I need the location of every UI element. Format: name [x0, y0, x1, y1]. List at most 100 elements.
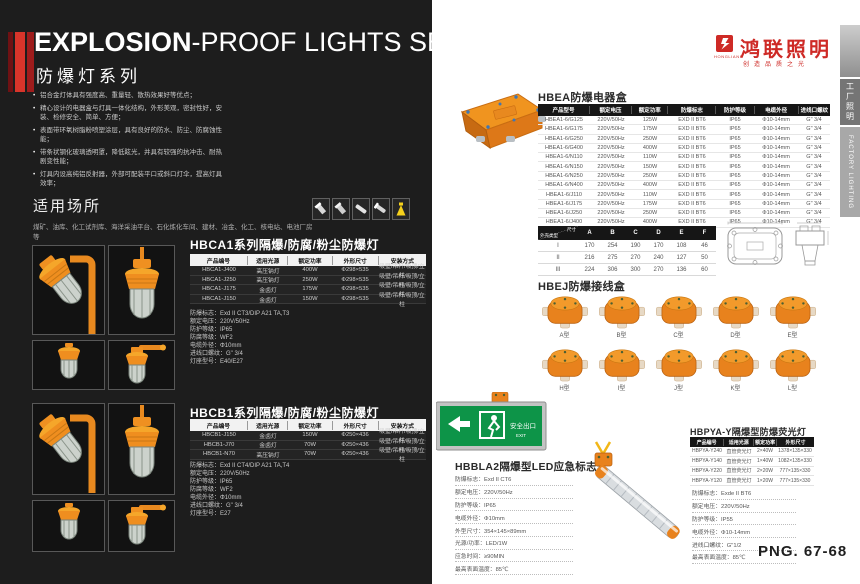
hbca1-photo-small [32, 340, 105, 390]
worklight-icon-1 [312, 198, 330, 220]
spec-line: 防爆标志：Exd II CT6 [455, 473, 573, 486]
hbcb1-table-body: HBCB1-J150 金卤灯 150W Φ250×436 吸壁/吊杆/吸顶/立柱… [190, 429, 426, 464]
cell-voltage: 220V/50Hz [597, 210, 625, 217]
tube-light-icon [352, 198, 370, 220]
hbea-table-header: 产品型号 额定电压 额定功率 防爆标志 防护等级 电缆外径 进线口螺纹 [538, 104, 830, 116]
lamp-small-image [57, 503, 80, 540]
junction-box-grid: A型 B型 C型 [536, 293, 821, 392]
column-header: 额定功率 [631, 106, 667, 114]
brand-logo-icon [716, 35, 733, 52]
cell-cable: Φ10-14mm [762, 145, 790, 152]
spec-line: 额定电压：220V/50Hz [455, 486, 573, 499]
spec-line: 电缆外径：Φ10mm [190, 343, 242, 349]
cell-ip: IP65 [729, 182, 741, 189]
corner-label-type: 外壳类型 [540, 233, 558, 238]
table-row: HBEA1-6/G400 220V/50Hz 400W EXD II BT6 I… [538, 144, 830, 154]
hbca1-specs: 防爆标志：Exd II CT3/DIP A21 TA,T3 额定电压：220V/5… [190, 310, 289, 366]
cell-thread: G" 3/4 [806, 145, 822, 152]
cell-mount: 吸壁/吊杆/吸顶/立柱 [379, 293, 425, 309]
cell-ip: IP65 [729, 145, 741, 152]
cell-cable: Φ10-14mm [762, 219, 790, 226]
cell-voltage: 220V/50Hz [597, 154, 625, 161]
table-row: II 216 275 270 240 127 50 [538, 252, 716, 264]
cell-exmark: EXD II BT6 [678, 135, 706, 142]
red-stripe [15, 32, 25, 92]
column-header: 适用光源 [723, 438, 753, 446]
hbca1-table-header: 产品编号 适用光源 额定功率 外形尺寸 安装方式 [190, 254, 426, 266]
cell-exmark: EXD II BT6 [678, 145, 706, 152]
cell-power: 175W [302, 286, 318, 293]
cell-model: HBCB1-J70 [203, 441, 235, 448]
column-header: F [702, 230, 707, 236]
spec-line: 最高表面温度：85℃ [455, 562, 573, 576]
cell-thread: G" 3/4 [806, 191, 822, 198]
beam-light-icon [392, 198, 410, 220]
left-panel: EXPLOSION-PROOF LIGHTS SERIES 防爆灯系列 铝合金灯… [0, 0, 432, 584]
spec-line: 电缆外径：Φ10-14mm [692, 525, 796, 539]
cell-shell-type: III [555, 266, 561, 273]
cell-size: 1378×135×330 [778, 448, 812, 455]
page-subtitle-cn: 防爆灯系列 [36, 67, 141, 86]
table-row: HBEA1-6/N400 220V/50Hz 400W EXD II BT6 I… [538, 181, 830, 191]
sidebar-tab-en[interactable]: FACTORY LIGHTING [840, 127, 860, 217]
cell-model: HBEA1-6/N110 [545, 154, 583, 161]
cell-source: 金卤灯 [259, 433, 277, 440]
feature-item: 灯具内设高纯铝反射器，外部可配装平口或斜口灯伞，提高灯具效率； [33, 170, 225, 189]
cell-mount: 吸壁/吊杆/吸顶/立柱 [379, 448, 425, 464]
column-header: 安装方式 [377, 255, 426, 265]
cell-model: HBCA1-J175 [202, 286, 236, 293]
page-title-bold: EXPLOSION [34, 27, 192, 57]
cell-cable: Φ10-14mm [762, 172, 790, 179]
cell-shell-type: II [556, 254, 560, 261]
table-row: HBCB1-J70 金卤灯 70W Φ250×436 吸壁/吊杆/吸顶/立柱 [190, 439, 426, 454]
junction-box-image [655, 349, 702, 382]
flashlight-icon [372, 198, 390, 220]
cell-source: 直管荧光灯 [726, 468, 752, 475]
dimensions-table: 尺寸 外壳类型 A B C D E F I 170 254 190 170 10… [538, 226, 716, 276]
junction-box-image [598, 349, 645, 382]
junction-box-label: C型 [673, 333, 684, 339]
table-row: HBEA1-6/J175 220V/50Hz 175W EXD II BT6 I… [538, 200, 830, 209]
junction-box-item: A型 [536, 293, 593, 339]
cell-cable: Φ10-14mm [762, 191, 790, 198]
cell-cable: Φ10-14mm [762, 210, 790, 217]
cell-cable: Φ10-14mm [762, 126, 790, 133]
cell-source: 直管荧光灯 [726, 448, 752, 455]
column-header: 额定功率 [287, 255, 331, 265]
cell-mount: 吸壁/吊杆/吸顶/立柱 [379, 283, 425, 299]
hbpya-table: 产品编号 适用光源 额定功率 外形尺寸 HBPYA-Y240 直管荧光灯 2×4… [690, 437, 814, 487]
sidebar-tab-cn[interactable]: 工厂照明 [840, 79, 860, 125]
cell-model: HBEA1-6/G400 [545, 145, 583, 152]
cell-size: Φ250×436 [341, 441, 369, 448]
table-row: HBEA1-6/J110 220V/50Hz 110W EXD II BT6 I… [538, 190, 830, 200]
table-row: HBCA1-J400 高压钠灯 400W Φ298×535 吸壁/吊杆/吸顶/立… [190, 264, 426, 279]
cell-thread: G" 3/4 [806, 154, 822, 161]
junction-box-label: J型 [673, 386, 683, 392]
cell-exmark: EXD II BT6 [678, 163, 706, 170]
cell-mount: 吸壁/吊杆/吸顶/立柱 [379, 438, 425, 454]
junction-box-image [769, 349, 816, 382]
corner-label-size: 尺寸 [567, 227, 576, 232]
junction-box-item: E型 [764, 293, 821, 339]
lamp-small-image [57, 343, 80, 379]
cell-ip: IP65 [729, 126, 741, 133]
spec-line: 进线口螺纹：G" 3/4 [190, 503, 243, 509]
cell-model: HBPYA-Y220 [692, 467, 722, 474]
page-title-light: -PROOF LIGHTS SERIES [191, 27, 509, 57]
column-header: 产品编号 [206, 258, 231, 265]
column-header: 额定电压 [588, 106, 631, 114]
cell-source: 高压钠灯 [256, 268, 280, 275]
brand-name: 鸿联照明 [740, 39, 832, 61]
cell-size: 777×135×330 [779, 477, 811, 484]
junction-box-image [598, 296, 645, 329]
cell-power: 250W [642, 210, 658, 217]
junction-box-image [769, 296, 816, 329]
spec-line: 灯座型号：E27 [190, 511, 231, 517]
spec-line: 防爆标志：Exd II CT4/DIP A21 TA,T4 [190, 463, 290, 469]
lamp-pendant-image [124, 247, 159, 319]
spec-line: 进线口螺纹：G"1/2 [692, 538, 796, 551]
hbpya-table-header: 产品编号 适用光源 额定功率 外形尺寸 [690, 437, 814, 447]
junction-box-label: H型 [559, 386, 570, 392]
red-stripe [8, 32, 13, 92]
cell-power: 125W [642, 117, 658, 124]
